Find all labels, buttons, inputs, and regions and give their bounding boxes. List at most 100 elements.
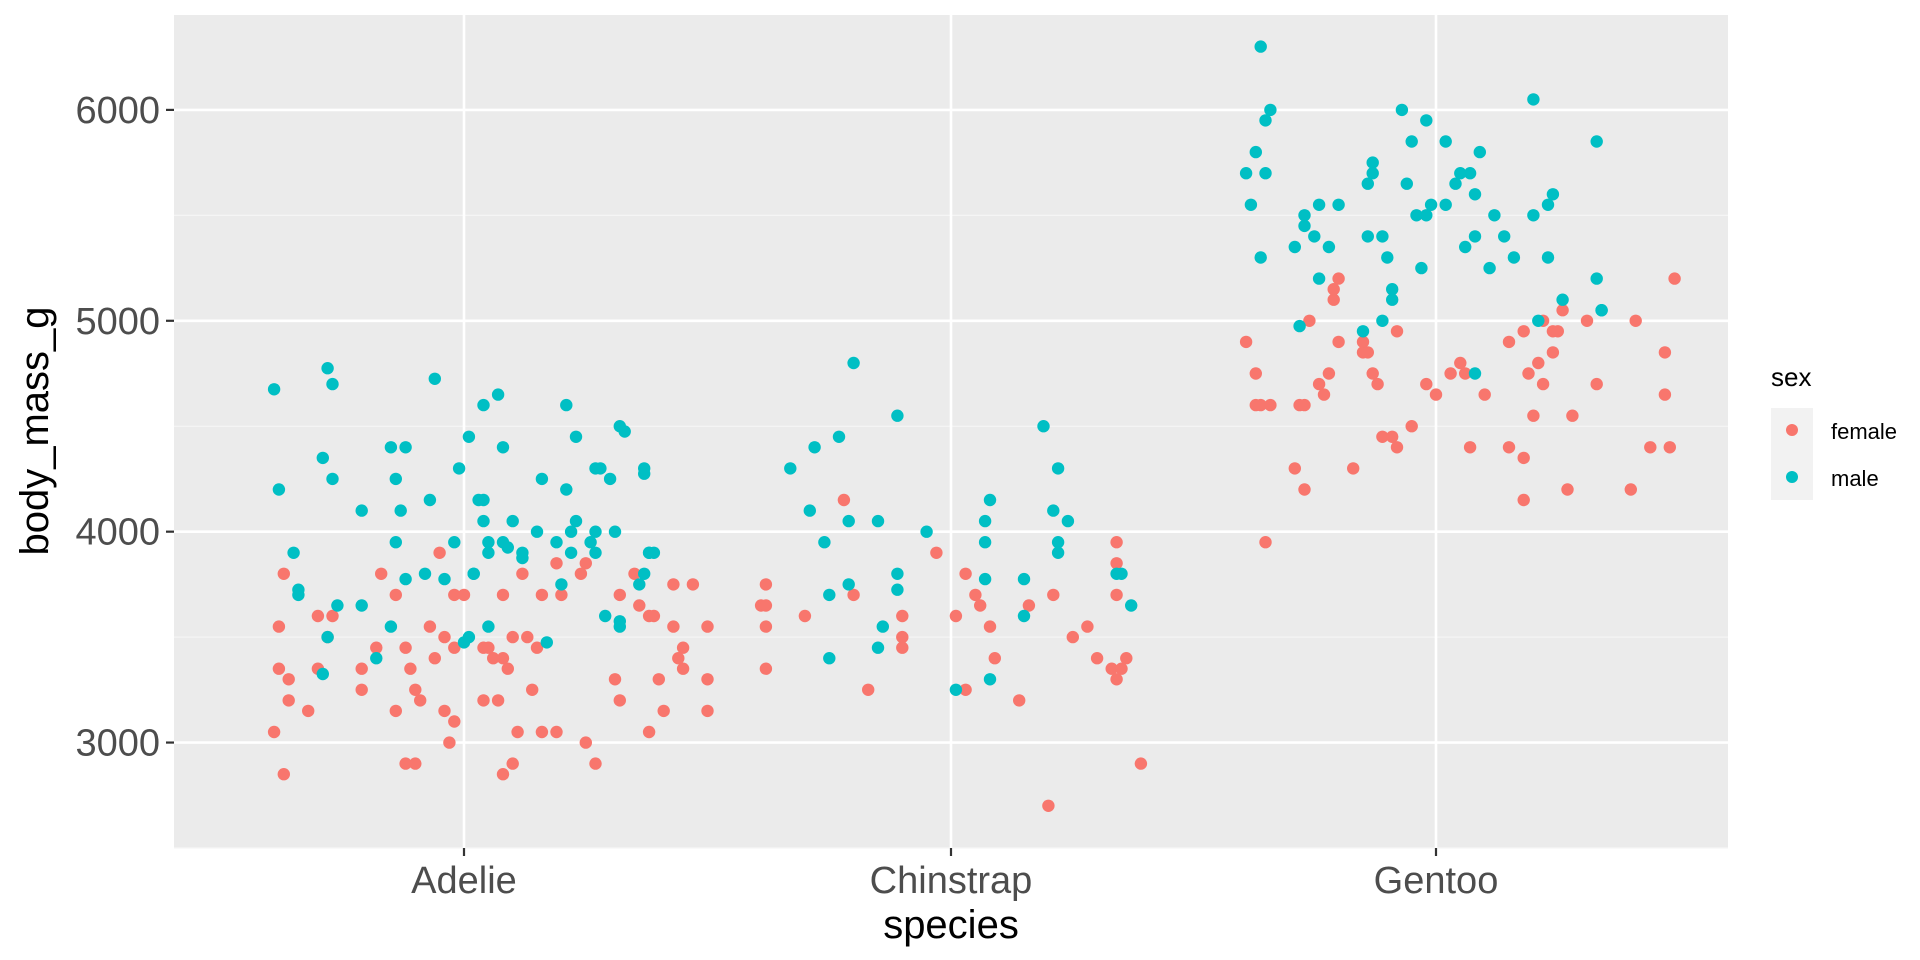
data-point-male [1420,114,1433,127]
data-point-male [1254,251,1267,264]
data-point-female [550,725,563,739]
data-point-male [1541,198,1555,211]
data-point-male [1366,167,1379,180]
data-point-female [438,704,451,718]
y-tick-label: 6000 [75,90,160,132]
data-point-female [759,599,773,612]
data-point-female [1536,377,1550,391]
data-point-male [1556,293,1569,306]
data-point-female [282,694,295,707]
y-tick-label: 4000 [75,512,160,554]
data-point-female [375,567,388,580]
data-point-female [657,704,670,718]
data-point-female [1527,409,1540,422]
data-point-male [1405,135,1418,148]
data-point-female [491,694,505,707]
data-point-female [487,652,500,665]
data-point-female [555,588,568,602]
data-point-male [1420,209,1433,222]
data-point-male [638,467,651,480]
data-point-female [652,673,665,686]
data-point-female [686,578,700,591]
data-point-female [676,662,690,675]
data-point-male [1527,93,1540,106]
data-point-male [1400,177,1414,190]
data-point-male [1259,167,1272,180]
data-point-female [302,704,315,718]
data-point-female [633,599,646,612]
data-point-female [579,736,592,749]
data-point-male [482,620,495,633]
data-point-male [1376,314,1389,327]
data-point-male [978,536,992,549]
data-point-male [1415,261,1428,275]
data-point-female [1066,630,1080,644]
data-point-female [1134,757,1148,770]
data-point-male [589,546,602,559]
data-point-female [448,588,461,602]
data-point-female [959,683,972,696]
y-axis-title: body_mass_g [13,306,57,555]
data-point-male [638,567,651,580]
data-point-female [1532,356,1545,370]
data-point-male [1308,230,1321,243]
data-point-male [1051,462,1065,475]
data-point-female [667,620,680,633]
data-point-male [560,398,573,412]
data-point-female [1502,335,1516,349]
data-point-male [1439,135,1452,148]
data-point-female [701,620,714,633]
legend-key-male [1786,471,1798,483]
data-point-female [1022,599,1036,612]
data-point-female [277,768,290,781]
data-point-female [1522,367,1535,380]
data-point-female [511,725,524,739]
data-point-female [1580,314,1594,327]
data-point-female [530,641,544,654]
data-point-female [1551,325,1565,338]
data-point-male [832,430,846,443]
data-point-male [1473,145,1487,159]
data-point-female [1517,451,1530,465]
data-point-female [1312,377,1326,391]
legend-label-female: female [1831,419,1897,444]
data-point-female [1624,483,1638,496]
data-point-male [983,493,997,507]
data-point-female [1047,588,1060,602]
data-point-male [1017,572,1031,586]
data-point-female [642,725,656,739]
data-point-female [1249,367,1263,380]
data-point-female [1013,694,1026,707]
data-point-male [891,409,904,422]
data-point-male [876,620,889,633]
data-point-female [1356,335,1370,349]
x-tick-label: Chinstrap [870,860,1033,902]
data-point-male [1332,198,1345,211]
data-point-male [983,673,997,686]
data-point-female [1546,346,1560,359]
data-point-male [1410,209,1423,222]
data-point-male [1264,103,1277,117]
data-point-male [1366,156,1379,169]
data-point-male [428,372,441,385]
data-point-male [462,430,476,443]
data-point-male [1244,198,1258,211]
data-point-male [818,536,831,549]
data-point-female [896,641,909,654]
x-tick-label: Gentoo [1374,860,1499,902]
data-point-male [949,683,963,696]
data-point-male [370,652,383,665]
data-point-female [1459,367,1472,380]
data-point-female [438,630,451,644]
data-point-male [477,493,490,507]
data-point-female [1081,620,1094,633]
data-point-female [409,683,422,696]
data-point-female [1502,441,1516,454]
data-point-male [1454,167,1467,180]
data-point-female [1110,557,1123,570]
data-point-male [321,362,334,375]
data-point-female [701,673,714,686]
data-point-female [1429,388,1443,401]
data-point-male [1483,261,1496,275]
